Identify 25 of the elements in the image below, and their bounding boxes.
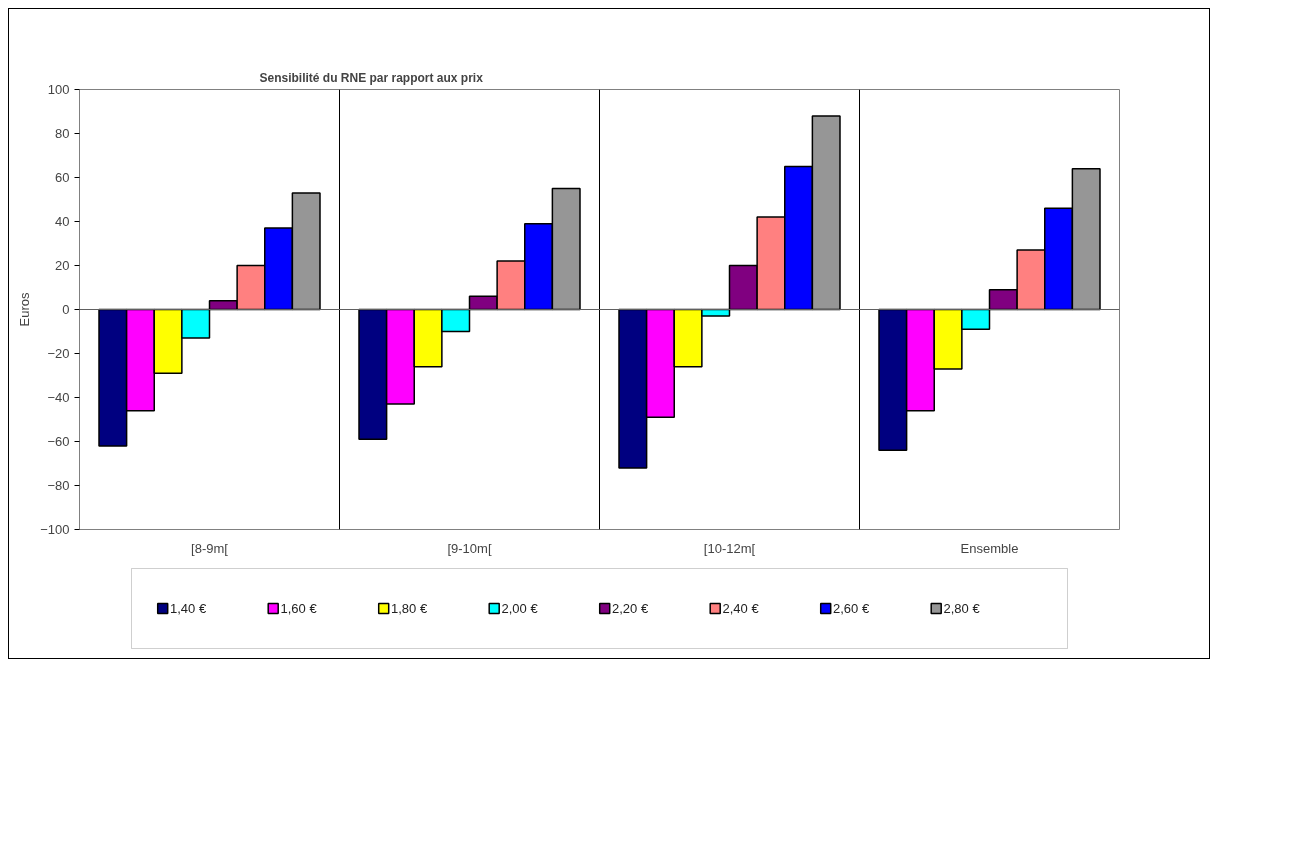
y-tick-label: −100 [40, 522, 70, 537]
x-tick-label: Ensemble [960, 540, 1019, 556]
legend-label: 2,20 € [611, 601, 649, 616]
x-tick-label: [10-12m[ [703, 540, 756, 556]
y-tick-label: 100 [47, 82, 70, 97]
legend-label: 1,80 € [390, 601, 428, 616]
legend-label: 1,60 € [280, 601, 318, 616]
x-tick-label: [9-10m[ [447, 540, 492, 556]
x-tick-label: [8-9m[ [191, 540, 229, 556]
y-tick-label: −80 [47, 478, 70, 493]
y-tick-label: 20 [55, 258, 70, 273]
y-axis-title: Euros [17, 292, 33, 327]
legend-label: 1,40 € [169, 601, 207, 616]
y-tick-label: −40 [47, 390, 70, 405]
chart-title: Sensibilité du RNE par rapport aux prix [259, 70, 484, 85]
y-tick-label: −20 [47, 346, 70, 361]
legend-label: 2,80 € [943, 601, 981, 616]
y-tick-label: 80 [55, 126, 70, 141]
y-tick-label: −60 [47, 434, 70, 449]
legend-label: 2,40 € [722, 601, 760, 616]
y-tick-label: 0 [62, 302, 70, 317]
y-tick-label: 40 [55, 214, 70, 229]
y-tick-label: 60 [55, 170, 70, 185]
legend-label: 2,00 € [501, 601, 539, 616]
legend-label: 2,60 € [832, 601, 870, 616]
